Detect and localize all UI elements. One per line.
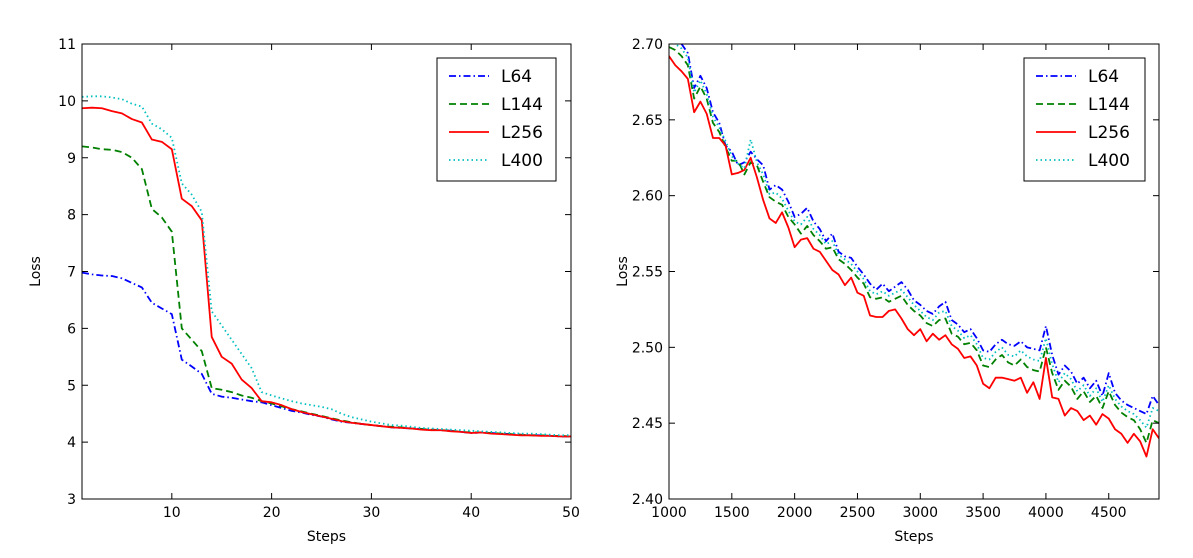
y-tick-label: 8: [67, 208, 76, 224]
x-tick-label: 2500: [840, 505, 876, 521]
chart-left: 10 20 30 40 50 3 4 5 6 7 8 9 10 11 Steps Loss L64 L144 L25…: [28, 37, 580, 545]
y-tick-label: 2.50: [632, 340, 663, 356]
legend-label-l256: L256: [501, 123, 543, 143]
series-group: [669, 44, 1159, 458]
legend-label-l144: L144: [1088, 95, 1130, 115]
x-tick-label: 1000: [651, 505, 687, 521]
y-tick-label: 2.40: [632, 492, 663, 508]
series-line-l256: [82, 106, 571, 438]
x-axis-label: Steps: [307, 529, 346, 545]
x-tick-label: 50: [562, 505, 580, 521]
x-tick-label: 3500: [965, 505, 1001, 521]
legend-label-l400: L400: [1088, 151, 1130, 171]
series-line-l400: [82, 95, 571, 437]
x-tick-label: 2000: [777, 505, 813, 521]
legend: L64 L144 L256 L400: [1023, 57, 1146, 182]
series-line-l64: [82, 271, 571, 438]
x-tick-label: 4500: [1091, 505, 1127, 521]
legend-box: [436, 57, 557, 182]
y-tick-label: 6: [67, 321, 76, 337]
y-tick-label: 2.55: [632, 265, 663, 281]
y-tick-label: 2.60: [632, 189, 663, 205]
legend-label-l256: L256: [1088, 123, 1130, 143]
legend-label-l64: L64: [501, 67, 532, 87]
y-tick-label: 11: [58, 37, 76, 53]
series-line-l64: [680, 44, 1159, 415]
y-tick-label: 3: [67, 492, 76, 508]
legend: L64 L144 L256 L400: [436, 57, 557, 182]
y-tick-label: 2.70: [632, 37, 663, 53]
y-tick-label: 2.45: [632, 416, 663, 432]
series-group: [82, 95, 571, 438]
x-tick-label: 20: [263, 505, 281, 521]
x-tick-label: 4000: [1028, 505, 1064, 521]
y-axis-label: Loss: [28, 256, 44, 287]
series-line-l144: [669, 46, 1159, 444]
x-tick-label: 1500: [714, 505, 750, 521]
y-tick-label: 2.65: [632, 113, 663, 129]
y-tick-label: 4: [67, 435, 76, 451]
series-line-l256: [669, 55, 1159, 458]
x-axis-label: Steps: [894, 529, 933, 545]
x-tick-label: 40: [462, 505, 480, 521]
legend-label-l144: L144: [501, 95, 543, 115]
y-tick-label: 10: [58, 94, 76, 110]
legend-box: [1023, 57, 1146, 182]
y-tick-label: 9: [67, 151, 76, 167]
y-axis-label: Loss: [615, 256, 631, 287]
y-tick-label: 7: [67, 265, 76, 281]
x-tick-label: 30: [362, 505, 380, 521]
x-tick-label: 3000: [902, 505, 938, 521]
x-tick-label: 10: [163, 505, 181, 521]
chart-right: 1000 1500 2000 2500 3000 3500 4000 4500 2.40 2.45…: [615, 37, 1160, 545]
legend-label-l64: L64: [1088, 67, 1119, 87]
series-line-l144: [82, 145, 571, 438]
legend-label-l400: L400: [501, 151, 543, 171]
y-tick-label: 5: [67, 378, 76, 394]
